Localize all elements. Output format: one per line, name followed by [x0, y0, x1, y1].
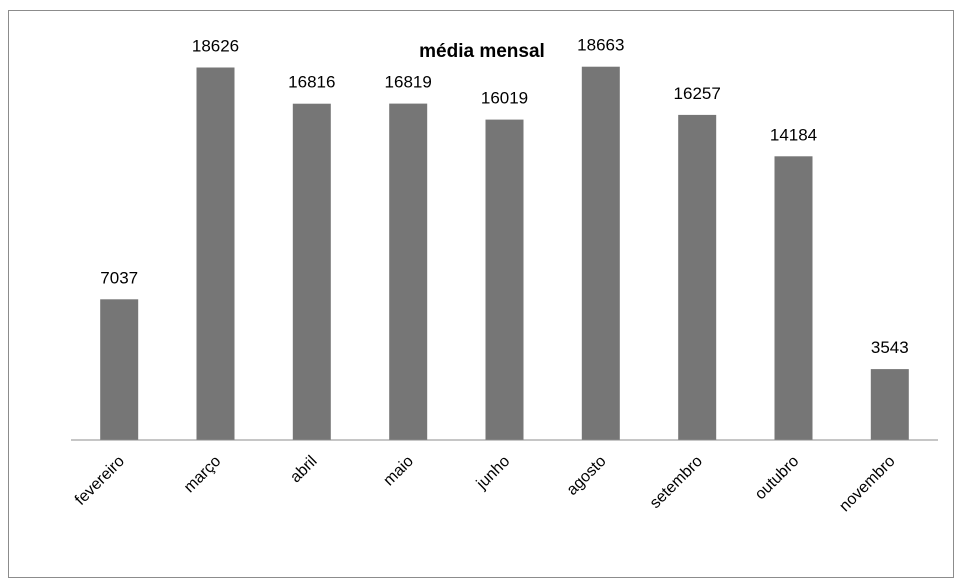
data-label-setembro: 16257 [674, 84, 721, 103]
data-label-novembro: 3543 [871, 338, 909, 357]
data-label-fevereiro: 7037 [100, 268, 138, 287]
x-tick-label-setembro: setembro [647, 453, 706, 512]
bar-outubro [774, 156, 813, 441]
data-label-março: 18626 [192, 37, 239, 56]
x-tick-label-junho: junho [473, 453, 513, 493]
data-label-abril: 16816 [288, 73, 335, 92]
bar-fevereiro [100, 299, 139, 440]
bar-março [196, 67, 235, 440]
data-label-agosto: 18663 [577, 36, 624, 55]
x-tick-label-abril: abril [287, 453, 320, 486]
chart-title: média mensal [419, 41, 545, 62]
data-label-junho: 16019 [481, 89, 528, 108]
x-tick-label-março: março [181, 453, 225, 497]
bar-setembro [678, 114, 717, 441]
bar-maio [389, 103, 428, 440]
data-label-maio: 16819 [385, 73, 432, 92]
data-label-outubro: 14184 [770, 125, 817, 144]
x-tick-label-novembro: novembro [836, 453, 898, 515]
bar-novembro [870, 369, 909, 440]
bar-agosto [581, 66, 620, 440]
x-tick-label-agosto: agosto [564, 453, 610, 499]
data-labels-layer: 7037 18626 16816 16819 16019 18663 16257 14184 3… [100, 36, 908, 357]
x-tick-labels-layer: fevereiro março abril maio junho agosto setemb… [72, 453, 899, 515]
x-tick-label-maio: maio [380, 453, 417, 490]
bar-abril [292, 103, 331, 440]
bar-junho [485, 119, 524, 440]
bars-layer [100, 66, 909, 441]
x-tick-label-outubro: outubro [752, 453, 802, 503]
x-tick-label-fevereiro: fevereiro [72, 453, 128, 509]
